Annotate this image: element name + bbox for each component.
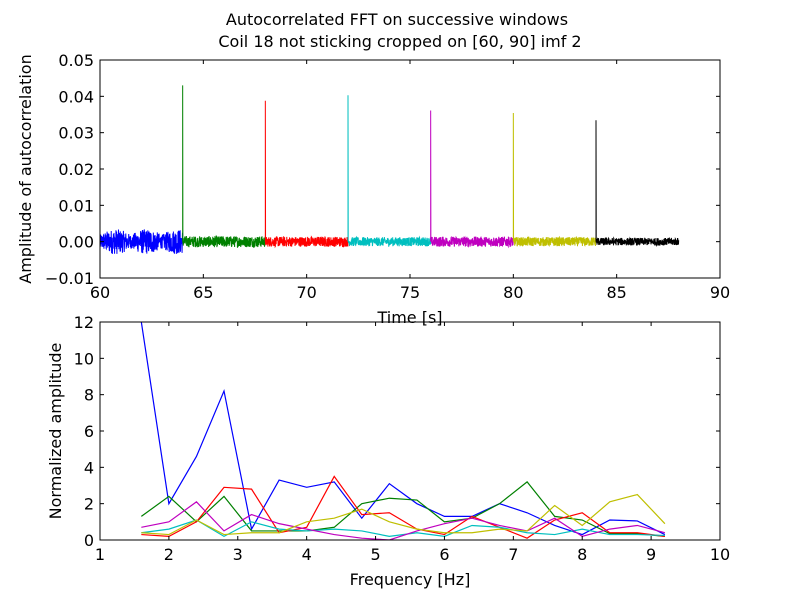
frequency-plot-ytick-label: 12 <box>74 313 94 332</box>
spectrum-line-2 <box>140 481 665 537</box>
time-plot-xlabel: Time [s] <box>376 308 442 327</box>
spectrum-line-5 <box>141 501 666 540</box>
time-plot-ytick-label: 0.04 <box>58 87 94 106</box>
time-plot: 60 65 70 75 80 85 90 −0.01 0.00 0.01 0.02 0.03 0.04 0… <box>16 51 730 327</box>
time-plot-ytick-label: 0.01 <box>58 196 94 215</box>
time-plot-xtick-label: 65 <box>193 283 213 302</box>
time-plot-xtick-label: 60 <box>90 283 110 302</box>
frequency-plot-xtick-label: 8 <box>577 545 587 564</box>
time-plot-ytick-label: 0.02 <box>58 160 94 179</box>
frequency-plot-xlabel: Frequency [Hz] <box>350 570 471 589</box>
time-series-window-4 <box>347 95 432 248</box>
time-plot-ytick-label: 0.00 <box>58 233 94 252</box>
frequency-plot-xtick-label: 7 <box>508 545 518 564</box>
time-plot-xtick-label: 90 <box>710 283 730 302</box>
frequency-plot-xtick-label: 2 <box>164 545 174 564</box>
time-plot-ticks: 60 65 70 75 80 85 90 −0.01 0.00 0.01 0.02 0.03 0.04 0… <box>45 51 730 302</box>
frequency-plot-xtick-label: 3 <box>233 545 243 564</box>
frequency-plot-ytick-label: 8 <box>84 386 94 405</box>
frequency-plot-xtick-label: 9 <box>646 545 656 564</box>
frequency-plot-xtick-label: 5 <box>370 545 380 564</box>
frequency-plot-xtick-label: 10 <box>710 545 730 564</box>
time-series-window-6 <box>512 113 597 247</box>
time-plot-ytick-label: 0.05 <box>58 51 94 70</box>
frequency-plot-xtick-label: 4 <box>302 545 312 564</box>
time-plot-ytick-label: −0.01 <box>45 269 94 288</box>
time-plot-series-group <box>99 85 680 254</box>
frequency-plot-xtick-label: 1 <box>95 545 105 564</box>
time-series-window-3 <box>264 100 349 249</box>
frequency-plot-ytick-label: 10 <box>74 349 94 368</box>
frequency-plot-ytick-label: 4 <box>84 458 94 477</box>
frequency-plot-ytick-label: 6 <box>84 422 94 441</box>
figure-title-line1: Autocorrelated FFT on successive windows <box>226 10 568 29</box>
time-plot-xtick-label: 85 <box>606 283 626 302</box>
time-plot-ylabel: Amplitude of autocorrelation <box>16 54 35 283</box>
frequency-plot-ytick-label: 2 <box>84 495 94 514</box>
time-plot-xtick-label: 80 <box>503 283 523 302</box>
spectrum-line-3 <box>141 475 665 539</box>
time-series-window-2 <box>182 85 266 249</box>
time-series-window-7 <box>595 120 680 248</box>
time-plot-xtick-label: 70 <box>296 283 316 302</box>
time-plot-xtick-label: 75 <box>400 283 420 302</box>
frequency-plot-ylabel: Normalized amplitude <box>46 343 65 520</box>
time-series-window-1 <box>99 229 184 254</box>
figure-title-line2: Coil 18 not sticking cropped on [60, 90]… <box>218 32 581 51</box>
frequency-plot-series-group <box>140 322 666 540</box>
time-plot-ytick-label: 0.03 <box>58 124 94 143</box>
time-series-window-5 <box>430 110 514 249</box>
spectrum-line-6 <box>141 493 666 536</box>
frequency-plot-ytick-label: 0 <box>84 531 94 550</box>
frequency-plot-xtick-label: 6 <box>439 545 449 564</box>
